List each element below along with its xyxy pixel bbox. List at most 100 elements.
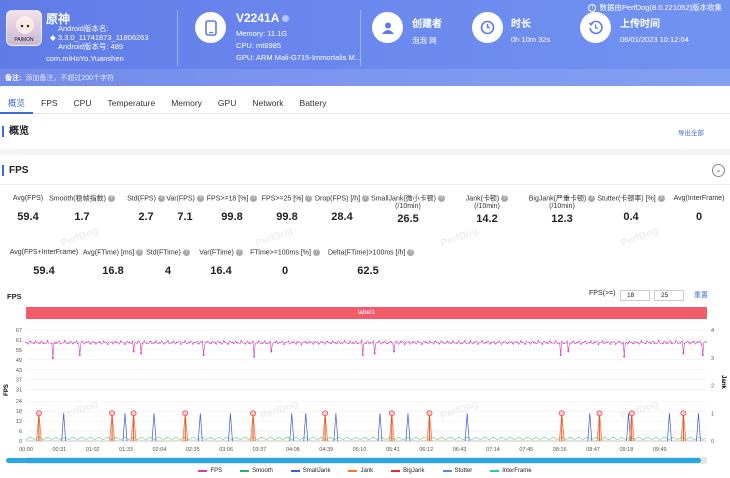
metric-row2-5: Delta(FTime)>100ms [/h] ? 62.5 [328,249,415,277]
fps-point [528,341,531,344]
legend-item-smooth[interactable]: Smooth [240,468,273,474]
metric-row2-3: Var(FTime) ? 16.4 [181,249,261,277]
help-icon[interactable]: ? [501,195,509,202]
fps-point [145,342,148,344]
fps-point [352,341,354,344]
fps-point [317,343,320,345]
export-all-link[interactable]: 导出全部 [678,130,704,137]
metric-row1-6: Drop(FPS) [/h] ? 28.4 [302,195,382,223]
legend-item-interframe[interactable]: InterFrame [490,468,532,474]
note-bar[interactable]: 备注: 添加备注，不超过200个字符 [0,69,730,86]
help-icon[interactable]: ? [305,195,313,202]
legend-swatch [198,470,208,472]
help-icon[interactable]: ? [588,195,596,202]
metric-label: Stutter(卡顿率) [%] ? [591,195,671,203]
metric-row2-0: Avg(FPS+InterFrame) 59.4 [4,249,84,277]
tab-network[interactable]: Network [252,97,284,108]
y2-tick-label: 4 [711,328,714,334]
tab-battery[interactable]: Battery [299,97,327,108]
help-icon[interactable]: ? [136,249,144,256]
fps-point [42,342,44,345]
x-tick-label: 09:49 [653,447,667,453]
legend-item-fps[interactable]: FPS [198,468,222,474]
fps-dip-point [78,353,81,356]
tab-overview[interactable]: 概览 [0,92,34,114]
smalljank-spike [197,413,203,442]
fps-point [287,340,290,343]
help-icon[interactable]: ? [657,195,665,202]
y-tick-label: 49 [16,358,22,364]
clock-icon [472,12,503,43]
tab-memory[interactable]: Memory [171,97,202,108]
help-icon[interactable]: ? [250,195,258,202]
help-icon[interactable]: ? [312,249,320,256]
time-scrollbar-thumb[interactable] [6,458,701,463]
fps-point [197,343,199,345]
label-bar[interactable]: label1 [26,307,707,319]
metric-label: Smooth(稳帧指数) ? [42,195,122,203]
tab-gpu[interactable]: GPU [217,97,237,108]
fps-point [300,343,303,346]
watermark: PerfDog [254,225,295,250]
reset-button[interactable]: 重置 [694,292,708,299]
fps-point [425,341,427,343]
legend-label: Smooth [252,468,273,474]
overview-title: 概览 [2,126,29,137]
collapse-chevron-icon[interactable]: ⌄ [712,164,725,177]
fps-point [55,341,57,344]
metric-label: SmallJank(微小卡顿) ? [368,195,448,203]
legend-item-jank[interactable]: Jank [348,468,373,474]
note-input[interactable]: 添加备注，不超过200个字符 [25,75,115,82]
legend-item-bigjank[interactable]: BigJank [391,468,425,474]
fps-point [636,342,638,344]
help-icon[interactable]: ? [196,195,204,202]
y-tick-label: 0 [19,439,22,445]
help-icon[interactable]: ? [437,195,445,202]
fps-point [249,341,251,344]
help-icon[interactable]: ? [362,195,370,202]
fps-point [214,342,217,344]
metric-row2-4: FTime>=100ms [%] ? 0 [245,249,325,277]
legend-item-smalljank[interactable]: SmallJank [290,468,330,474]
legend-item-stutter[interactable]: Stutter [442,468,472,474]
fps-point [610,341,613,343]
y-tick-label: 18 [16,409,22,415]
fps-threshold-input-2[interactable]: 25 [654,290,684,301]
metric-value: 0 [695,211,703,223]
fps-point [550,342,552,344]
help-icon[interactable]: ? [235,249,243,256]
metric-row1-8: Jank(卡顿) ? (/10min) 14.2 [447,195,527,225]
y-tick-label: 6 [19,429,22,435]
help-icon[interactable]: ? [407,249,415,256]
legend-label: FPS [210,468,223,474]
help-icon[interactable]: ? [182,249,190,256]
upload-value: 06/01/2023 10:12:04 [620,35,689,44]
tab-temperature[interactable]: Temperature [107,97,156,108]
x-tick-label: 04:08 [286,447,300,453]
bigjank-marker [680,410,687,417]
tab-cpu[interactable]: CPU [73,97,92,108]
fps-point [571,341,574,343]
metric-label: Jank(卡顿) ? [447,195,527,203]
help-icon[interactable]: ? [107,195,115,202]
metric-value: 2.7 [138,211,154,224]
legend-label: Jank [360,468,374,474]
smalljank-spike [377,413,383,442]
info-icon: i [588,3,597,12]
fps-point [365,342,367,345]
fps-point [343,340,346,342]
info-icon[interactable] [282,15,290,23]
metric-value: 28.4 [331,211,353,224]
diamond-icon: ◆ [50,33,58,42]
fps-point [283,343,285,346]
fps-point [503,341,505,343]
fps-point [257,340,260,342]
fps-point [356,342,359,345]
legend-label: BigJank [403,468,425,474]
divider [360,10,361,66]
tab-fps[interactable]: FPS [41,97,58,108]
help-icon[interactable]: ? [157,195,165,202]
fps-dip-point [132,350,135,353]
fps-threshold-input-1[interactable]: 18 [620,290,650,301]
package-name: com.miHoYo.Yuanshen [46,54,124,63]
